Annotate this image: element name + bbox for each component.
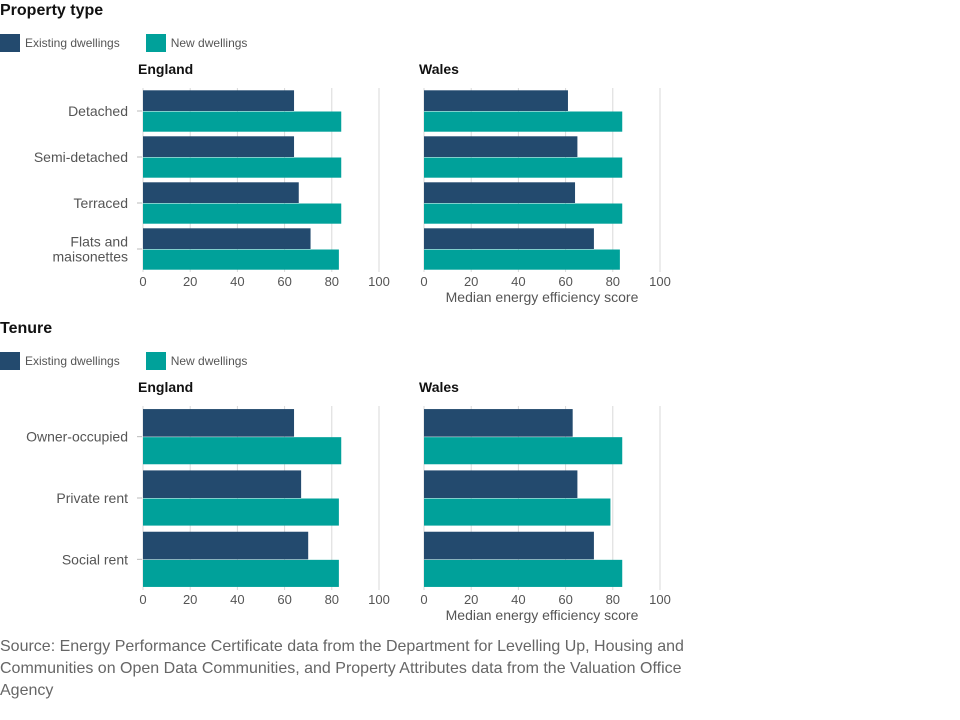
x-axis-title: Median energy efficiency score	[446, 607, 639, 623]
bar-existing-dwellings-detached	[424, 90, 568, 111]
legend-property-type: Existing dwellings New dwellings	[0, 34, 273, 52]
bar-new-dwellings-detached	[424, 111, 623, 132]
bar-new-dwellings-private-rent	[143, 498, 339, 526]
bar-existing-dwellings-terraced	[143, 182, 299, 203]
legend-label-existing: Existing dwellings	[25, 354, 120, 368]
x-axis-title: Median energy efficiency score	[446, 289, 639, 305]
bar-new-dwellings-private-rent	[424, 498, 611, 526]
x-tick-label: 80	[606, 274, 620, 289]
bar-existing-dwellings-semi-detached	[143, 136, 295, 157]
x-tick-label: 80	[325, 274, 339, 289]
bar-new-dwellings-social-rent	[143, 559, 339, 587]
x-tick-label: 100	[649, 592, 671, 607]
bar-existing-dwellings-terraced	[424, 182, 576, 203]
bar-new-dwellings-social-rent	[424, 559, 623, 587]
x-tick-label: 60	[558, 592, 572, 607]
category-label: Flats and maisonettes	[53, 234, 128, 265]
panel-title-wales: Wales	[419, 379, 459, 395]
x-tick-label: 40	[511, 592, 525, 607]
legend-item-new: New dwellings	[145, 352, 248, 370]
source-note: Source: Energy Performance Certificate d…	[0, 638, 684, 699]
bar-existing-dwellings-private-rent	[424, 470, 578, 498]
section-title-tenure: Tenure	[0, 320, 53, 337]
x-tick-label: 100	[649, 274, 671, 289]
bar-new-dwellings-terraced	[424, 203, 623, 224]
x-tick-label: 100	[368, 592, 390, 607]
bar-existing-dwellings-detached	[143, 90, 295, 111]
section-title-property-type: Property type	[0, 2, 104, 19]
category-label: Detached	[68, 103, 128, 119]
bar-existing-dwellings-flats-and-maisonettes	[143, 228, 311, 249]
chart-tenure: Owner-occupied Private rent Social rent 0 20…	[26, 406, 671, 623]
legend-item-existing: Existing dwellings	[0, 352, 120, 370]
bar-existing-dwellings-semi-detached	[424, 136, 578, 157]
bar-existing-dwellings-private-rent	[143, 470, 302, 498]
panel-title-wales: Wales	[419, 61, 459, 77]
legend-label-new: New dwellings	[170, 36, 248, 50]
x-tick-label: 40	[230, 592, 244, 607]
bar-new-dwellings-terraced	[143, 203, 342, 224]
bar-new-dwellings-detached	[143, 111, 342, 132]
x-tick-label: 0	[420, 274, 427, 289]
legend-item-new: New dwellings	[145, 34, 248, 52]
legend-swatch-existing	[0, 34, 20, 52]
x-tick-label: 80	[325, 592, 339, 607]
x-tick-label: 20	[183, 274, 197, 289]
category-label: Social rent	[62, 551, 128, 567]
bar-existing-dwellings-owner-occupied	[143, 409, 295, 437]
legend-swatch-existing	[0, 352, 20, 370]
panel-title-england: England	[138, 379, 194, 395]
bar-new-dwellings-flats-and-maisonettes	[143, 249, 339, 270]
bar-new-dwellings-semi-detached	[424, 157, 623, 178]
x-tick-label: 40	[511, 274, 525, 289]
legend-label-existing: Existing dwellings	[25, 36, 120, 50]
x-tick-label: 60	[277, 274, 291, 289]
bar-new-dwellings-owner-occupied	[424, 437, 623, 465]
category-label: Semi-detached	[34, 149, 128, 165]
chart-property-type: Detached Semi-detached Terraced Flats and ma…	[34, 88, 671, 305]
bar-new-dwellings-owner-occupied	[143, 437, 342, 465]
x-tick-label: 20	[464, 274, 478, 289]
bar-new-dwellings-flats-and-maisonettes	[424, 249, 620, 270]
x-tick-label: 0	[420, 592, 427, 607]
category-label: Private rent	[56, 490, 128, 506]
category-label: Terraced	[74, 195, 128, 211]
x-tick-label: 20	[464, 592, 478, 607]
legend-tenure: Existing dwellings New dwellings	[0, 352, 273, 370]
legend-swatch-new	[145, 352, 166, 370]
bar-new-dwellings-semi-detached	[143, 157, 342, 178]
x-tick-label: 60	[558, 274, 572, 289]
bar-existing-dwellings-owner-occupied	[424, 409, 573, 437]
category-label: Owner-occupied	[26, 429, 128, 445]
bar-existing-dwellings-social-rent	[143, 531, 309, 560]
bar-existing-dwellings-flats-and-maisonettes	[424, 228, 594, 249]
x-tick-label: 40	[230, 274, 244, 289]
legend-swatch-new	[145, 34, 166, 52]
x-tick-label: 60	[277, 592, 291, 607]
panel-title-england: England	[138, 61, 194, 77]
x-tick-label: 80	[606, 592, 620, 607]
x-tick-label: 0	[139, 592, 146, 607]
legend-item-existing: Existing dwellings	[0, 34, 120, 52]
x-tick-label: 20	[183, 592, 197, 607]
legend-label-new: New dwellings	[170, 354, 248, 368]
x-tick-label: 100	[368, 274, 390, 289]
x-tick-label: 0	[139, 274, 146, 289]
bar-existing-dwellings-social-rent	[424, 531, 594, 560]
